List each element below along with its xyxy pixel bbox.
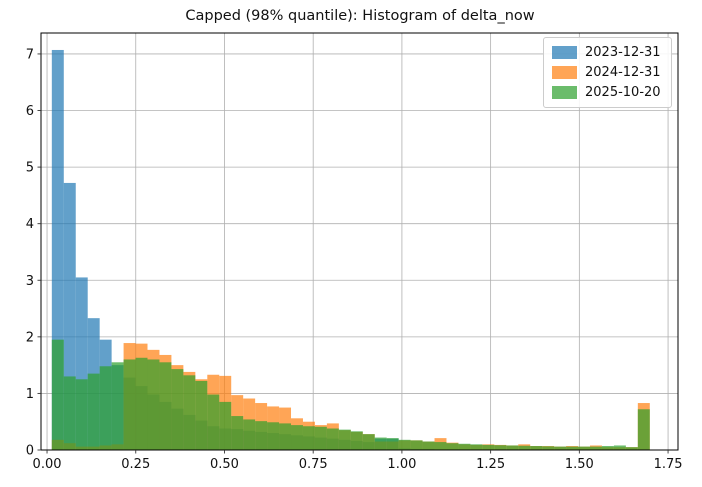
y-tick-label: 1 [26, 387, 34, 402]
legend-swatch [552, 86, 577, 99]
chart-title: Capped (98% quantile): Histogram of delt… [185, 8, 535, 24]
x-tick-label: 1.25 [476, 457, 505, 472]
x-tick-label: 0.25 [121, 457, 150, 472]
x-tick-label: 1.75 [654, 457, 683, 472]
legend-label: 2025-10-20 [585, 85, 661, 100]
legend-label: 2023-12-31 [585, 45, 661, 60]
legend-label: 2024-12-31 [585, 65, 661, 80]
axis-ticks [37, 53, 669, 454]
y-tick-label: 5 [26, 161, 34, 176]
y-tick-label: 6 [26, 104, 34, 119]
y-tick-label: 4 [26, 217, 34, 232]
y-tick-label: 3 [26, 274, 34, 289]
legend-item-2024-12-31: 2024-12-31 [552, 63, 663, 82]
legend-item-2023-12-31: 2023-12-31 [552, 43, 663, 62]
x-tick-label: 0.50 [210, 457, 239, 472]
axis-tick-labels: 0.00 0.25 0.50 0.75 1.00 1.25 1.50 1.75 0 1 2 3 4 5 6 7 [26, 47, 683, 472]
grid-lines [41, 33, 678, 450]
legend-swatch [552, 66, 577, 79]
x-tick-label: 1.00 [387, 457, 416, 472]
y-tick-label: 2 [26, 330, 34, 345]
plot-border [40, 32, 679, 451]
y-tick-label: 0 [26, 444, 34, 459]
legend-swatch [552, 46, 577, 59]
legend: 2023-12-31 2024-12-31 2025-10-20 [543, 37, 672, 108]
y-tick-label: 7 [26, 47, 34, 62]
legend-item-2025-10-20: 2025-10-20 [552, 83, 663, 102]
x-tick-label: 1.50 [565, 457, 594, 472]
series-2025-10-20-bars [51, 339, 650, 450]
x-tick-label: 0.75 [299, 457, 328, 472]
x-tick-label: 0.00 [33, 457, 62, 472]
